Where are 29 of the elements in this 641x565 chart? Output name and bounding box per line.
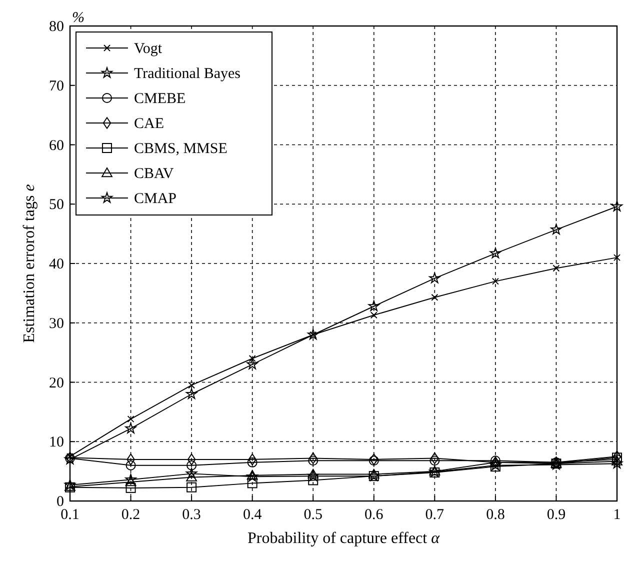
y-tick-label: 60 xyxy=(49,138,64,154)
x-axis-title: Probability of capture effect α xyxy=(247,530,440,547)
x-tick-label: 0.4 xyxy=(242,507,262,523)
x-tick-label: 0.7 xyxy=(425,507,445,523)
y-tick-label: 30 xyxy=(49,316,64,332)
x-tick-label: 0.1 xyxy=(60,507,80,523)
y-tick-label: 0 xyxy=(56,494,64,510)
legend-label: CAE xyxy=(134,116,164,132)
x-tick-label: 0.5 xyxy=(304,507,322,523)
legend-label: CMEBE xyxy=(134,91,186,107)
y-tick-label: 80 xyxy=(49,19,64,35)
x-tick-label: 0.6 xyxy=(364,507,384,523)
x-tick-label: 0.2 xyxy=(121,507,140,523)
y-axis-title: Estimation errorof tags e xyxy=(21,184,38,343)
legend-label: CBMS, MMSE xyxy=(134,141,228,157)
y-tick-label: 50 xyxy=(49,197,64,214)
x-tick-label: 0.9 xyxy=(546,507,566,523)
legend-label: Traditional Bayes xyxy=(134,66,241,82)
x-tick-label: 1 xyxy=(613,507,621,523)
legend-label: CMAP xyxy=(134,191,177,207)
y-tick-label: 40 xyxy=(49,256,64,272)
y-tick-label: 20 xyxy=(49,375,64,392)
y-tick-label: 10 xyxy=(49,434,64,451)
y-tick-label: 70 xyxy=(49,78,64,94)
legend-label: Vogt xyxy=(134,41,163,57)
annotation: % xyxy=(72,10,84,26)
legend-label: CBAV xyxy=(134,166,174,182)
x-tick-label: 0.3 xyxy=(182,507,201,523)
x-tick-label: 0.8 xyxy=(486,507,505,523)
